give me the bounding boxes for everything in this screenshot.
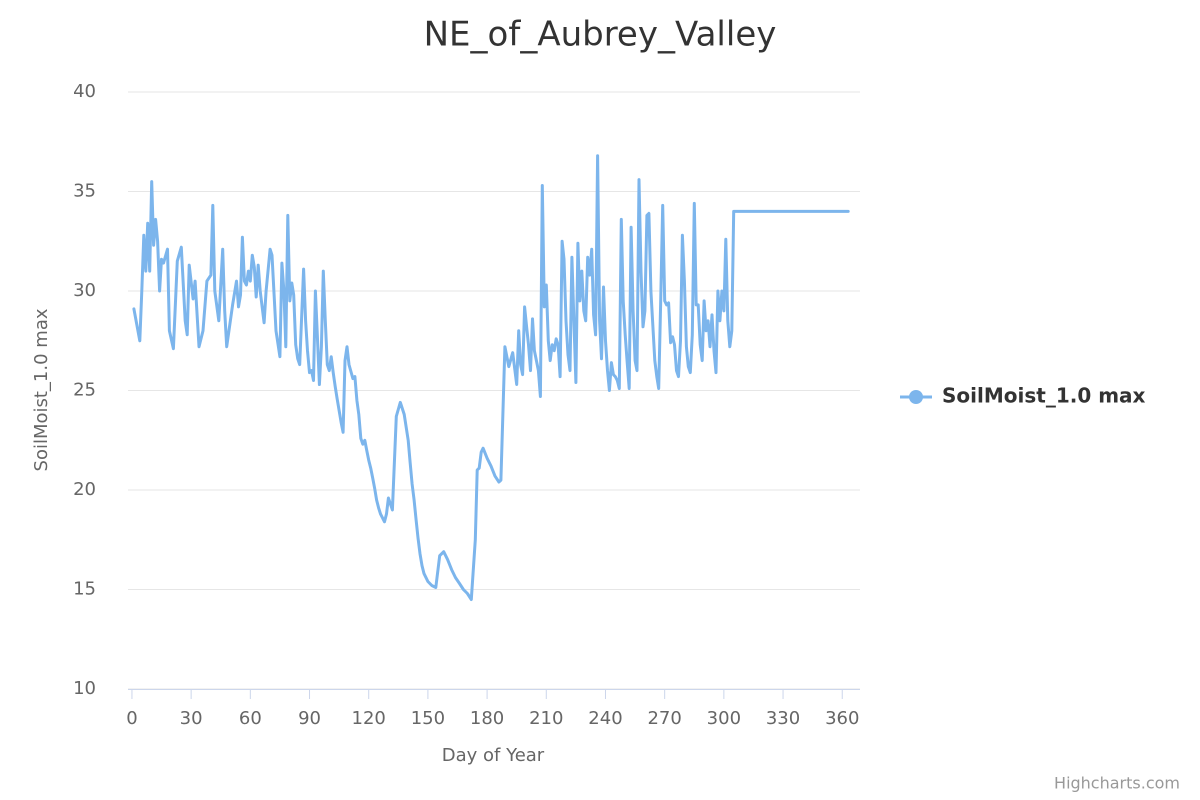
legend-symbol [909, 390, 923, 404]
x-tick-label: 120 [352, 708, 386, 729]
legend-item[interactable]: SoilMoist_1.0 max [942, 384, 1146, 408]
x-tick-label: 30 [180, 708, 203, 729]
x-tick-label: 60 [239, 708, 262, 729]
y-tick-label: 35 [73, 181, 96, 202]
x-tick-label: 150 [411, 708, 445, 729]
data-line [132, 154, 850, 601]
y-tick-label: 20 [73, 479, 96, 500]
x-tick-label: 360 [825, 708, 859, 729]
y-axis-title: SoilMoist_1.0 max [31, 308, 52, 471]
x-tick-label: 90 [298, 708, 321, 729]
y-tick-label: 40 [73, 81, 96, 102]
x-tick-label: 210 [529, 708, 563, 729]
x-axis-title: Day of Year [442, 745, 545, 766]
x-tick-label: 0 [126, 708, 137, 729]
chart-title: NE_of_Aubrey_Valley [424, 15, 777, 55]
credits[interactable]: Highcharts.com [1054, 774, 1180, 793]
y-tick-label: 30 [73, 280, 96, 301]
x-tick-label: 240 [588, 708, 622, 729]
x-tick-label: 330 [766, 708, 800, 729]
x-tick-label: 270 [647, 708, 681, 729]
y-tick-label: 25 [73, 380, 96, 401]
x-tick-label: 180 [470, 708, 504, 729]
y-tick-label: 10 [73, 678, 96, 699]
y-tick-label: 15 [73, 579, 96, 600]
x-tick-label: 300 [707, 708, 741, 729]
